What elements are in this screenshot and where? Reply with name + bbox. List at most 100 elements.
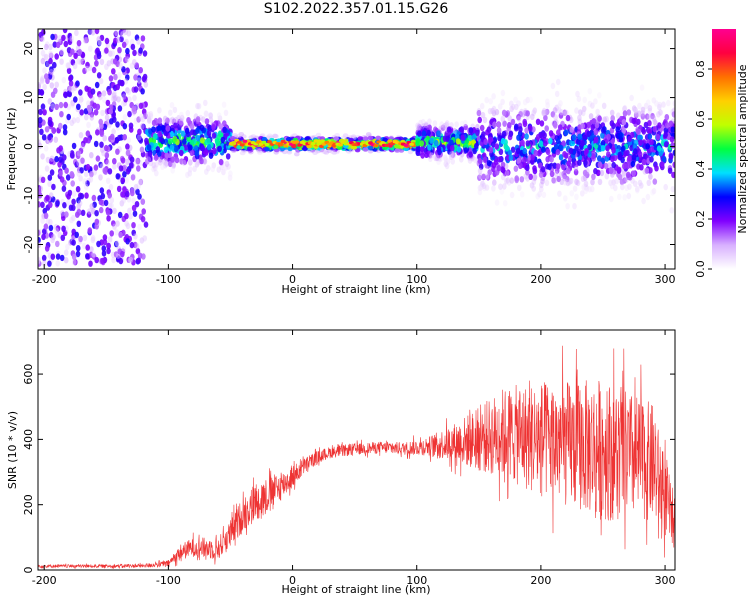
- spectrogram-cell: [98, 77, 104, 85]
- spectrogram-cell: [58, 145, 63, 152]
- spectrogram-cell: [417, 123, 423, 131]
- spectrogram-cell: [544, 108, 550, 116]
- spectrogram-cell: [120, 80, 125, 87]
- spectrogram-cell: [550, 82, 556, 90]
- spectrogram-cell: [280, 139, 286, 143]
- spectrogram-cell: [505, 177, 511, 184]
- spectrogram-cell: [139, 113, 144, 121]
- spectrogram-cell: [611, 179, 616, 186]
- spectrogram-cell: [71, 190, 77, 197]
- spectrogram-cell: [76, 170, 81, 177]
- spectrogram-cell: [71, 198, 76, 205]
- spectrogram-cell: [121, 245, 127, 253]
- spectrogram-cell: [121, 93, 127, 100]
- spectrogram-cell: [255, 147, 262, 153]
- spectrogram-cell: [84, 85, 89, 92]
- spectrogram-cell: [540, 166, 546, 173]
- spectrogram-cell: [77, 200, 83, 207]
- spectrogram-cell: [48, 52, 54, 59]
- spectrogram-cell: [641, 197, 646, 205]
- spectrogram-cell: [653, 120, 658, 127]
- spectrogram-cell: [630, 177, 635, 184]
- spectrogram-cell: [66, 67, 72, 75]
- spectrogram-cell: [217, 115, 223, 122]
- spectrogram-cell: [140, 123, 145, 130]
- spectrogram-cell: [120, 177, 126, 184]
- spectrogram-cell: [122, 186, 127, 193]
- spectrogram-cell: [666, 99, 671, 107]
- spectrogram-cell: [48, 224, 54, 232]
- spectrogram-cell: [635, 187, 640, 194]
- spectrogram-cell: [167, 138, 173, 145]
- spectrogram-cell: [618, 132, 623, 139]
- spectrogram-cell: [206, 143, 212, 151]
- spectrogram-cell: [463, 147, 469, 154]
- spectrogram-cell: [310, 142, 316, 146]
- spectrogram-cell: [199, 124, 205, 131]
- spectrogram-cell: [42, 109, 47, 116]
- spectrogram-cell: [40, 217, 45, 224]
- spectrogram-cell: [44, 245, 50, 252]
- spectrogram-cell: [577, 159, 582, 166]
- spectrogram-cell: [619, 178, 625, 186]
- spectrogram-cell: [407, 149, 414, 155]
- spectrogram-cell: [127, 110, 132, 118]
- snr-x-tick-label: 300: [655, 574, 676, 587]
- spectrogram-cell: [566, 167, 571, 175]
- spectrogram-cell: [634, 110, 639, 117]
- spectrogram-cell: [609, 120, 615, 127]
- spectrogram-cell: [137, 135, 143, 143]
- spectrogram-cell: [50, 33, 55, 41]
- spectrogram-cell: [429, 137, 434, 144]
- spectrogram-cell: [136, 77, 142, 84]
- snr-panel: -200 -100 0 100 200 300 0 200 400 600 Height of …: [6, 329, 676, 596]
- spectrogram-cell: [186, 117, 191, 124]
- spectrogram-cell: [208, 112, 214, 120]
- spectrogram-cell: [136, 165, 141, 172]
- spectrogram-cell: [648, 173, 653, 180]
- spectrogram-cell: [454, 121, 459, 128]
- spectrogram-cell: [229, 146, 236, 152]
- spectrogram-cell: [436, 158, 441, 165]
- spectrogram-cell: [194, 149, 200, 157]
- spectrogram-cell: [670, 186, 675, 193]
- spectrogram-cell: [250, 134, 257, 139]
- spectrogram-cell: [480, 111, 486, 119]
- spectrogram-cell: [91, 194, 97, 202]
- spectrogram-cell: [575, 90, 580, 98]
- spectrogram-cell: [236, 145, 242, 150]
- spectrogram-cell: [456, 146, 462, 153]
- spectrogram-cell: [42, 228, 47, 235]
- spectrogram-cell: [111, 92, 117, 99]
- spectrogram-cell: [107, 168, 113, 175]
- spectrogram-cell: [222, 126, 227, 133]
- spectrogram-cell: [460, 134, 466, 141]
- spectrogram-cell: [70, 180, 75, 187]
- spectrogram-cell: [631, 105, 637, 112]
- spectrogram-cell: [137, 252, 143, 259]
- spectrogram-cell: [38, 260, 42, 267]
- spectrogram-cell: [609, 182, 615, 190]
- spectrogram-cell: [480, 180, 485, 187]
- spectrogram-cell: [620, 183, 625, 191]
- spectrogram-cell: [123, 29, 129, 36]
- spectrogram-cell: [574, 193, 579, 200]
- spectrogram-cell: [54, 53, 59, 60]
- spectrogram-cell: [524, 127, 529, 134]
- spectrogram-cell: [574, 107, 579, 114]
- spectrogram-cell: [125, 190, 130, 198]
- spectrogram-cell: [182, 158, 188, 165]
- spectrogram-cell: [455, 138, 461, 145]
- spectrogram-cell: [89, 152, 94, 159]
- spectrogram-cell: [643, 121, 649, 129]
- spectrogram-cell: [532, 107, 538, 114]
- spectrogram-cell: [109, 202, 114, 209]
- spectrogram-cell: [125, 52, 130, 59]
- spectrogram-cell: [524, 133, 529, 140]
- spectrogram-cell: [102, 123, 108, 130]
- spectrogram-cell: [217, 145, 222, 152]
- spectrogram-cell: [119, 200, 125, 207]
- spectrogram-cell: [95, 129, 100, 136]
- spectrogram-cell: [111, 220, 116, 227]
